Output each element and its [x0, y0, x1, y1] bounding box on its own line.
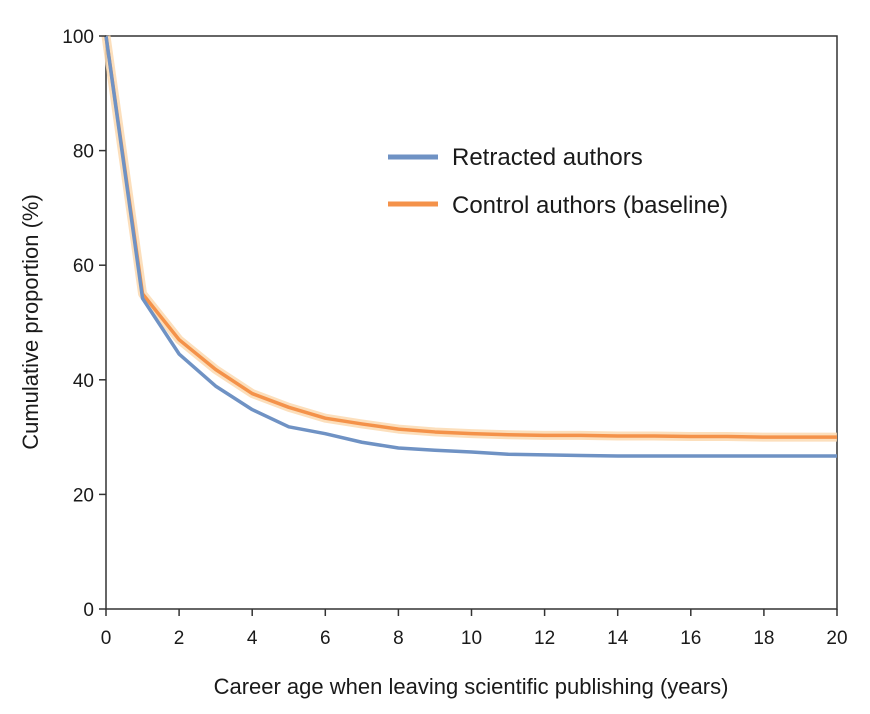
x-tick-label: 14 — [607, 628, 629, 649]
y-tick-label: 40 — [73, 371, 94, 392]
x-tick-label: 2 — [174, 628, 185, 649]
y-axis-ticks: 0 20 40 60 80 100 — [62, 27, 106, 621]
x-tick-label: 12 — [534, 628, 555, 649]
plot-area — [101, 35, 838, 610]
y-axis-title: Cumulative proportion (%) — [18, 194, 43, 450]
y-tick-label: 0 — [83, 600, 94, 621]
x-tick-label: 4 — [247, 628, 258, 649]
series-line-control — [104, 35, 837, 439]
series-line-retracted — [104, 35, 837, 458]
x-tick-label: 6 — [320, 628, 331, 649]
x-tick-label: 18 — [753, 628, 774, 649]
series-band-control — [101, 35, 837, 442]
legend-label-retracted: Retracted authors — [452, 144, 643, 171]
x-tick-label: 16 — [680, 628, 701, 649]
x-axis-title: Career age when leaving scientific publi… — [214, 674, 729, 699]
y-tick-label: 80 — [73, 142, 94, 163]
y-tick-label: 60 — [73, 256, 94, 277]
y-tick-label: 20 — [73, 485, 94, 506]
legend-label-control: Control authors (baseline) — [452, 192, 728, 219]
plot-frame — [105, 35, 838, 610]
x-tick-label: 20 — [826, 628, 847, 649]
x-axis-ticks: 0 2 4 6 8 10 12 14 16 18 20 — [101, 609, 848, 649]
y-tick-label: 100 — [62, 27, 94, 48]
legend: Retracted authors Control authors (basel… — [388, 144, 728, 219]
x-tick-label: 10 — [461, 628, 482, 649]
x-tick-label: 0 — [101, 628, 112, 649]
x-tick-label: 8 — [393, 628, 404, 649]
